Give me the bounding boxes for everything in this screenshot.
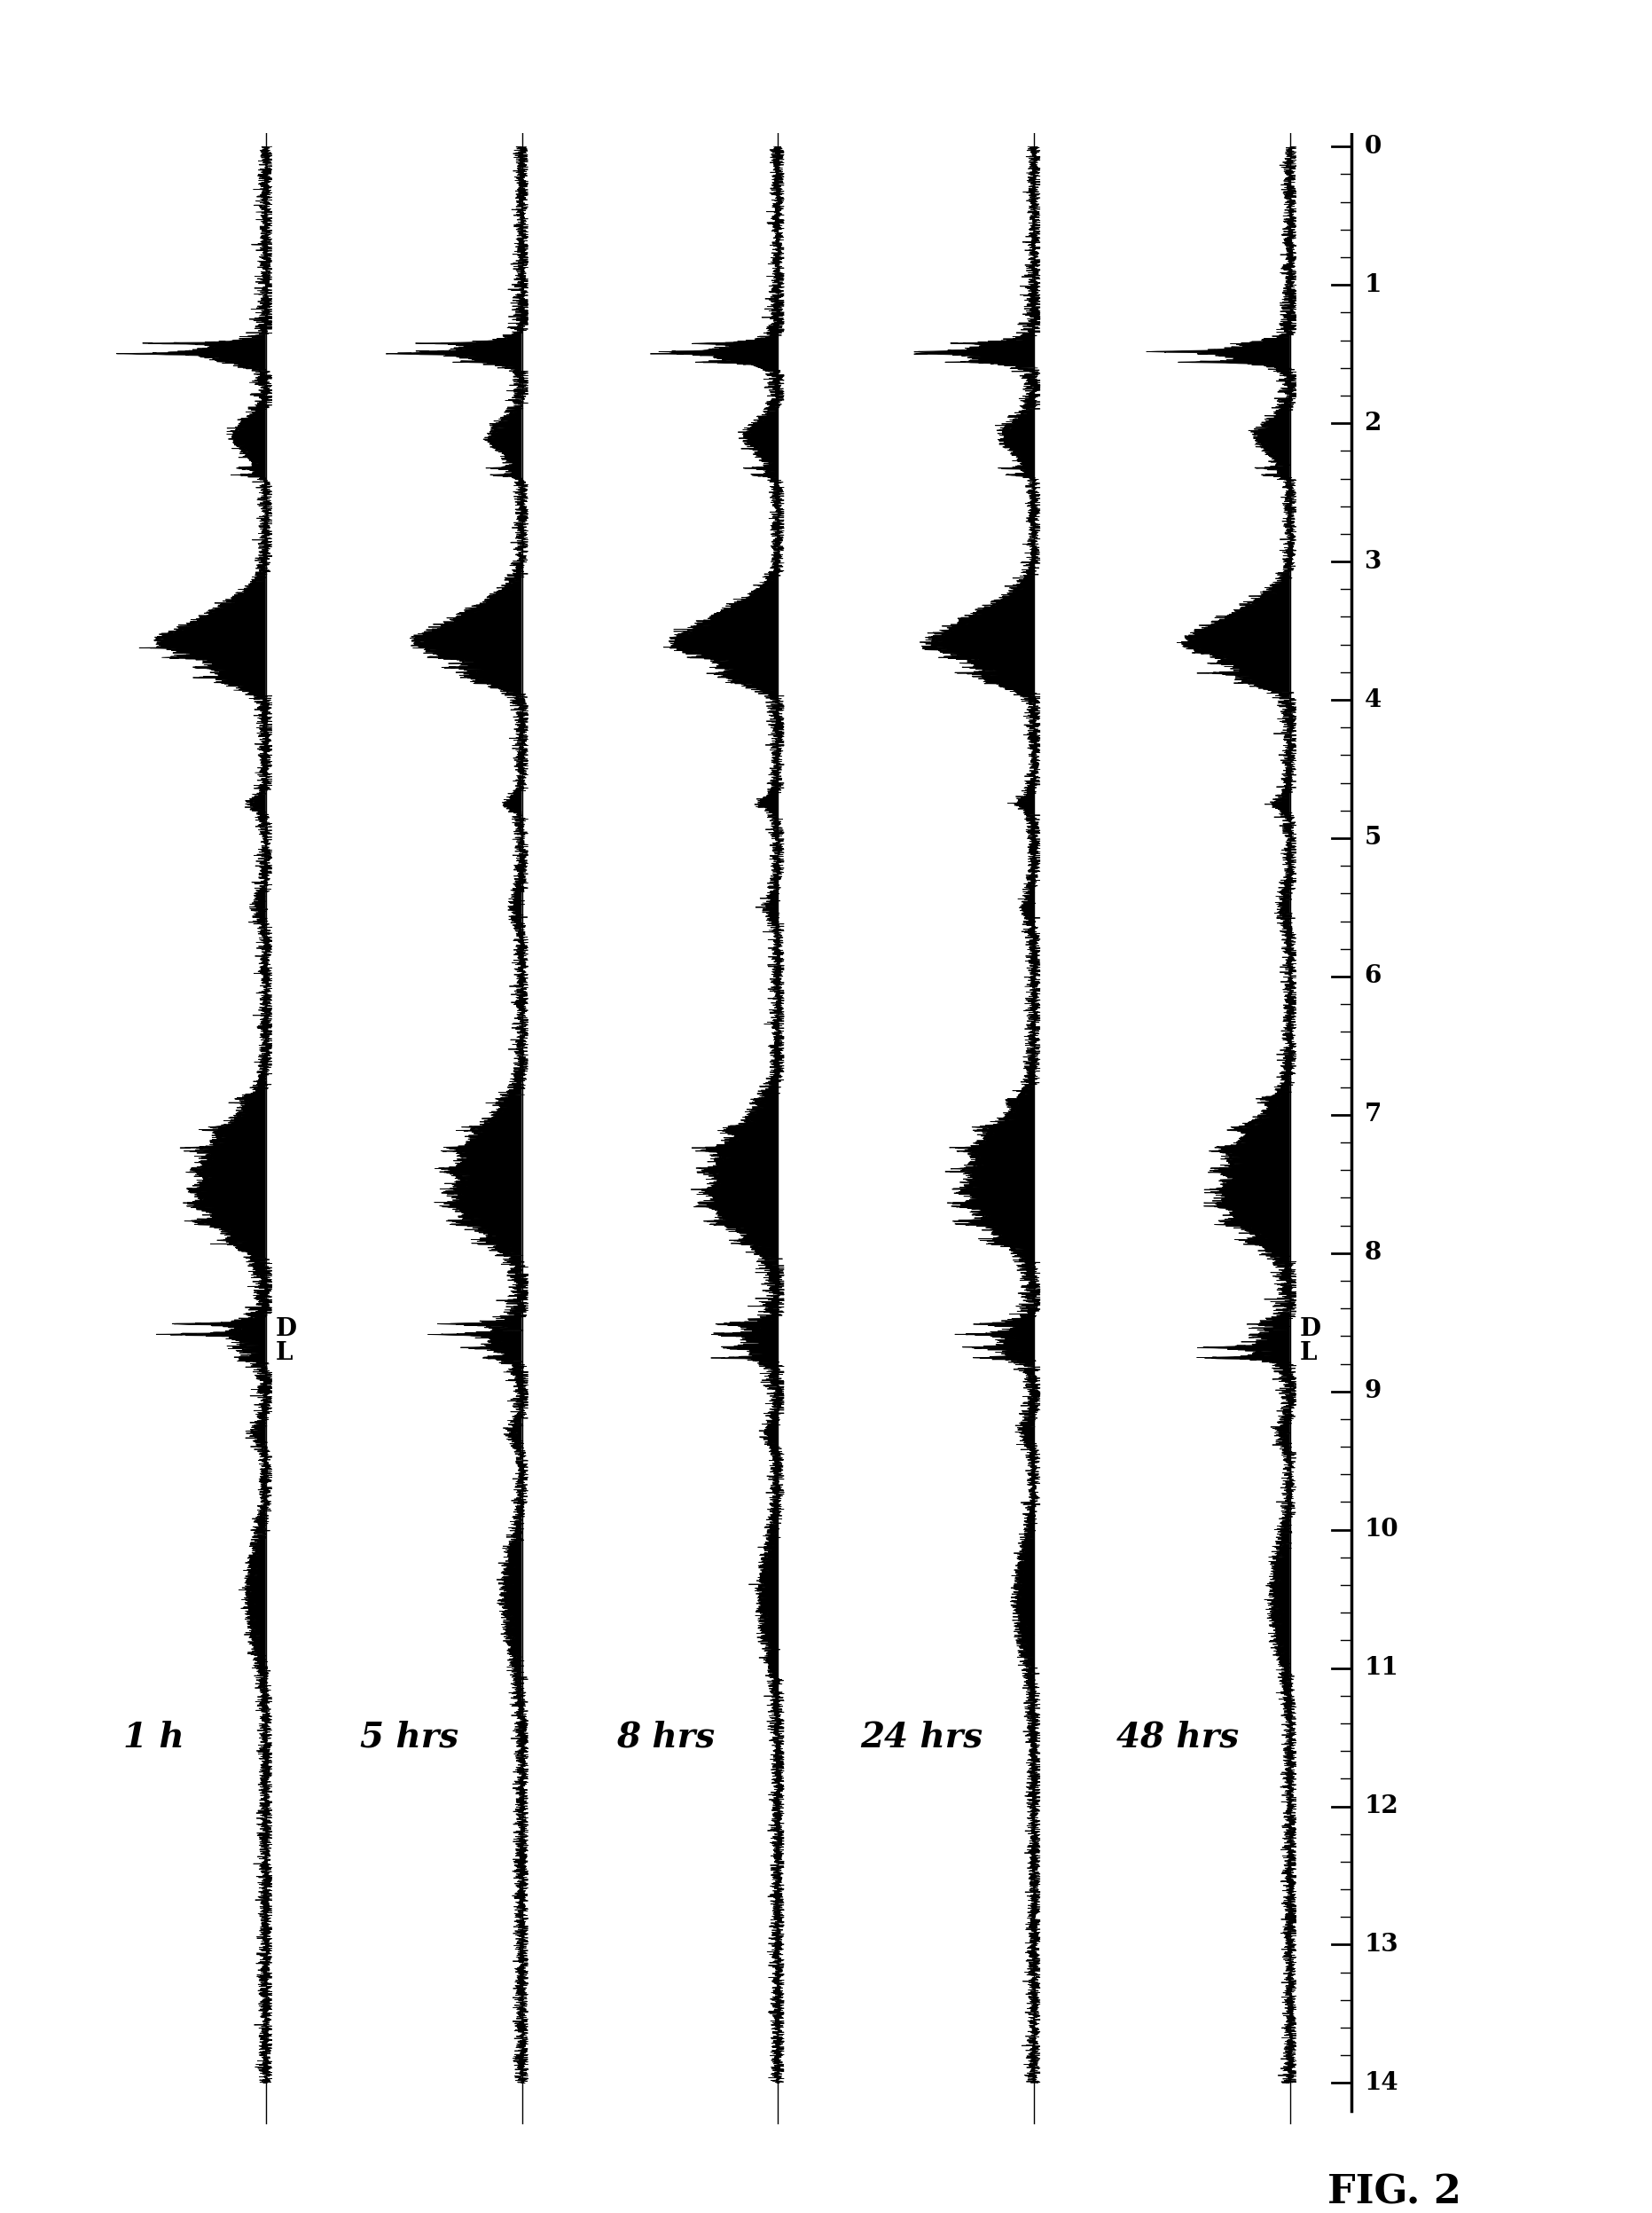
Text: 12: 12 bbox=[1365, 1795, 1399, 1819]
Text: 1: 1 bbox=[1365, 272, 1381, 297]
Text: 3: 3 bbox=[1365, 549, 1381, 573]
Text: 14: 14 bbox=[1365, 2071, 1399, 2096]
Text: 8 hrs: 8 hrs bbox=[616, 1720, 715, 1755]
Text: D: D bbox=[276, 1317, 297, 1341]
Text: 7: 7 bbox=[1365, 1102, 1381, 1126]
Text: 5: 5 bbox=[1365, 825, 1381, 850]
Text: 10: 10 bbox=[1365, 1518, 1399, 1542]
Text: 1 h: 1 h bbox=[124, 1720, 183, 1755]
Text: L: L bbox=[1300, 1341, 1317, 1365]
Text: 6: 6 bbox=[1365, 965, 1381, 989]
Text: L: L bbox=[276, 1341, 292, 1365]
Text: 11: 11 bbox=[1365, 1655, 1399, 1680]
Text: 8: 8 bbox=[1365, 1241, 1381, 1266]
Text: 4: 4 bbox=[1365, 688, 1381, 713]
Text: 48 hrs: 48 hrs bbox=[1117, 1720, 1239, 1755]
Text: 0: 0 bbox=[1365, 135, 1381, 159]
Text: 2: 2 bbox=[1365, 412, 1381, 436]
Text: D: D bbox=[1300, 1317, 1322, 1341]
Text: 5 hrs: 5 hrs bbox=[360, 1720, 459, 1755]
Text: 13: 13 bbox=[1365, 1932, 1399, 1956]
Text: FIG. 2: FIG. 2 bbox=[1328, 2173, 1460, 2211]
Text: 9: 9 bbox=[1365, 1379, 1381, 1403]
Text: 24 hrs: 24 hrs bbox=[861, 1720, 983, 1755]
